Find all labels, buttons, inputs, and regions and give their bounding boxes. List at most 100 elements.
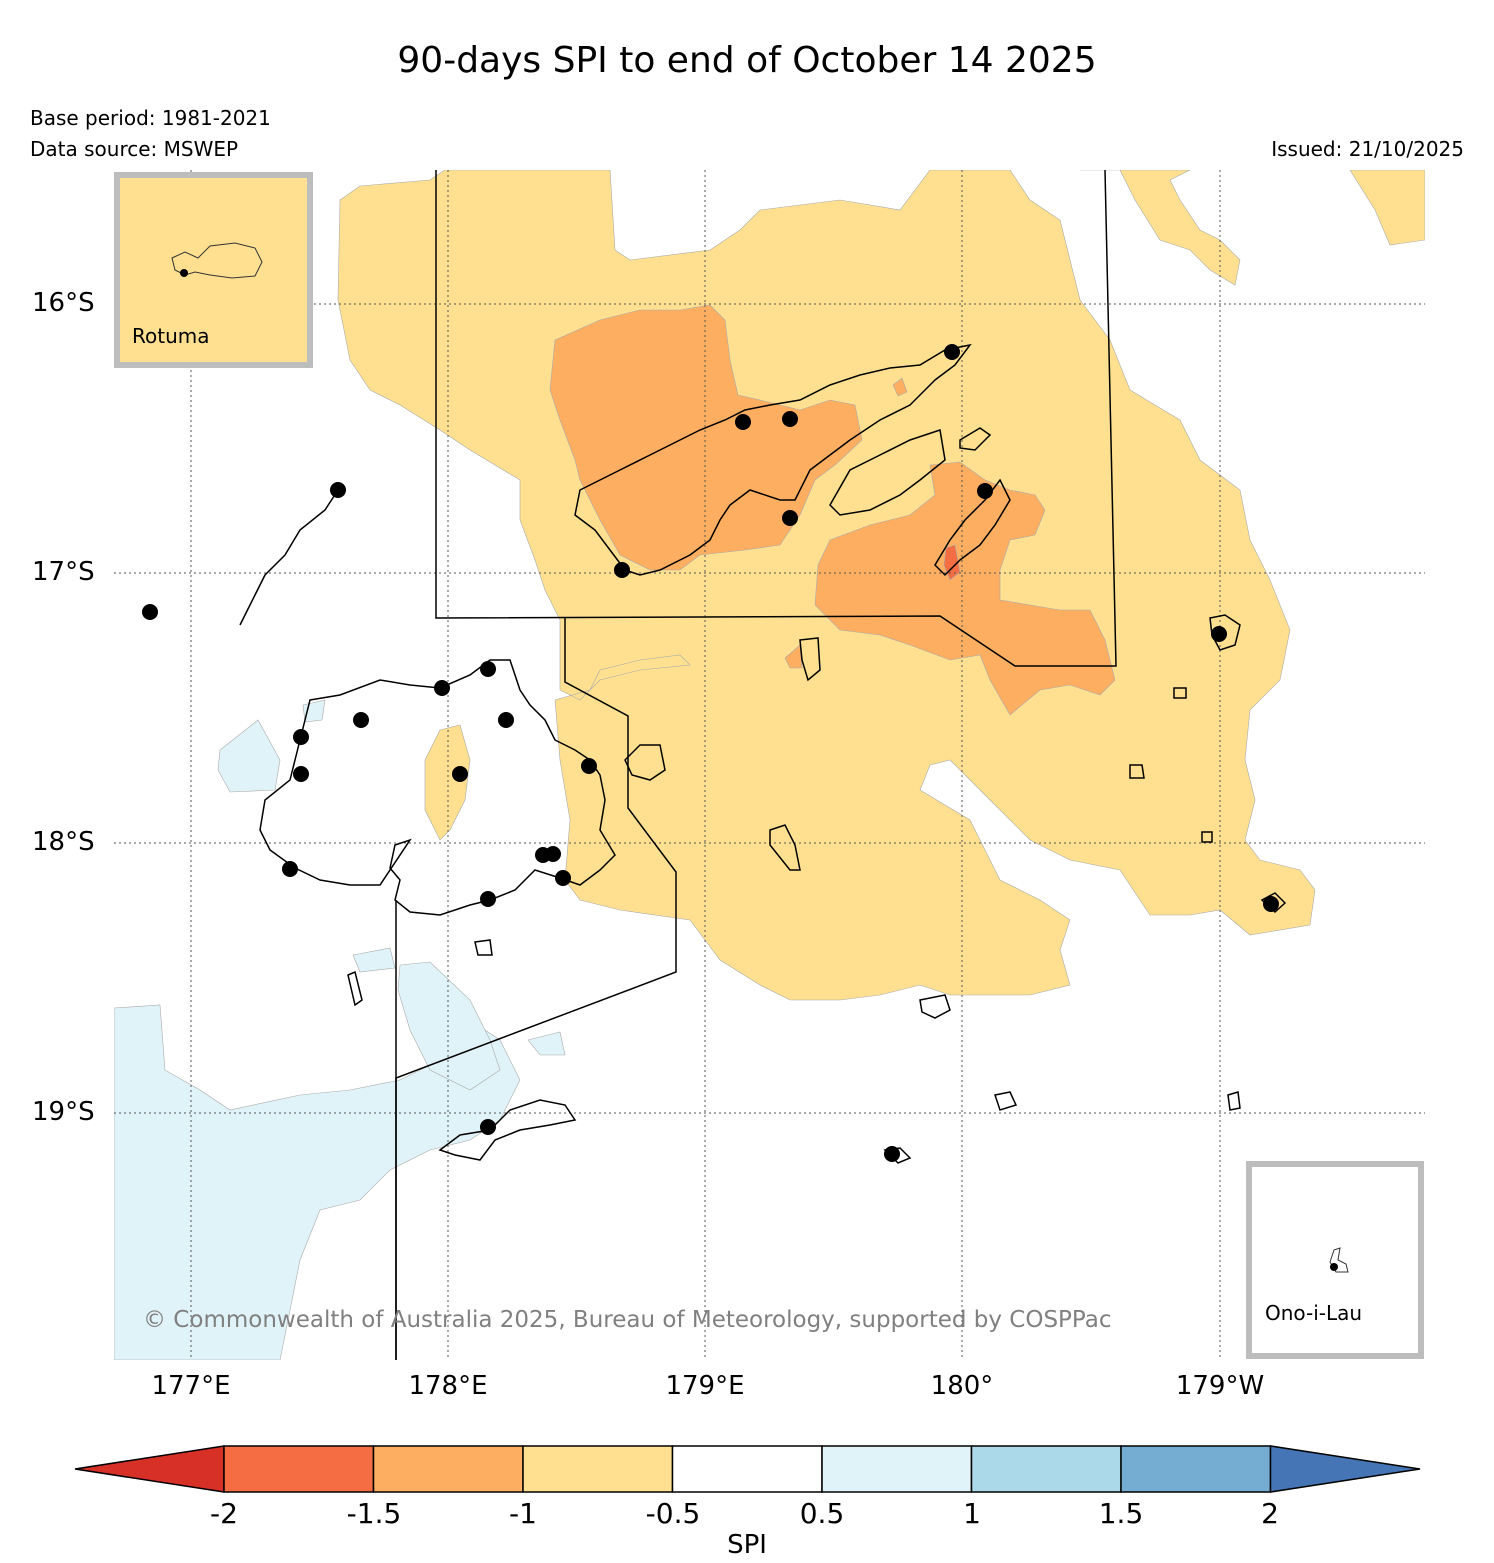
colorbar-tick-label: -0.5 bbox=[645, 1497, 701, 1530]
colorbar-tick-label: -2 bbox=[210, 1497, 238, 1530]
wet-area-islet-4 bbox=[527, 1031, 566, 1056]
eastern-western-boundary bbox=[395, 618, 677, 1360]
northern-division-boundary bbox=[435, 169, 1117, 667]
rotuma-inset bbox=[114, 172, 313, 368]
onoilau-station-marker bbox=[1330, 1263, 1338, 1271]
colorbar-tick-label: -1.5 bbox=[346, 1497, 402, 1530]
yasawa-chain bbox=[239, 489, 339, 626]
lon-label-180: 180° bbox=[930, 1371, 994, 1401]
station-marker bbox=[1263, 896, 1279, 912]
rotuma-label: Rotuma bbox=[132, 324, 210, 348]
ovalau-islet bbox=[624, 744, 666, 781]
colorbar-tick-label: -1 bbox=[509, 1497, 537, 1530]
vanualevu-coastline bbox=[574, 343, 972, 576]
colorbar-extend-high bbox=[1269, 1445, 1421, 1493]
south-islet-2 bbox=[1227, 1091, 1241, 1111]
base-period-note: Base period: 1981-2021 bbox=[30, 106, 271, 130]
station-marker bbox=[480, 1119, 496, 1135]
west-islet bbox=[347, 970, 363, 1007]
station-marker bbox=[735, 414, 751, 430]
colorbar-bin bbox=[522, 1445, 674, 1493]
station-marker bbox=[944, 344, 960, 360]
issued-date: Issued: 21/10/2025 bbox=[1271, 137, 1464, 161]
onoilau-label: Ono-i-Lau bbox=[1265, 1301, 1363, 1325]
dry-moderate-islet bbox=[892, 377, 908, 397]
wet-area-islet-2 bbox=[217, 719, 281, 793]
map-title: 90-days SPI to end of October 14 2025 bbox=[397, 40, 1097, 81]
colorbar-tick-label: 1.5 bbox=[1098, 1497, 1144, 1530]
dry-moderate-islet-2 bbox=[784, 644, 803, 669]
matuku-islet bbox=[994, 1091, 1018, 1111]
colorbar-extend-low bbox=[74, 1445, 225, 1493]
lon-label-179e: 179°E bbox=[665, 1371, 745, 1401]
colorbar-bin bbox=[1120, 1445, 1272, 1493]
station-markers bbox=[142, 344, 1279, 1162]
vitilevu-coastline bbox=[259, 659, 616, 916]
station-marker bbox=[581, 758, 597, 774]
taveuni-coastline bbox=[934, 478, 1011, 577]
lon-label-178e: 178°E bbox=[408, 1371, 488, 1401]
wet-area-islet-1 bbox=[397, 961, 501, 1091]
lon-label-179w: 179°W bbox=[1175, 1371, 1265, 1401]
koro-islet bbox=[799, 637, 821, 682]
totoya-islet bbox=[919, 994, 951, 1019]
data-source-note: Data source: MSWEP bbox=[30, 137, 239, 161]
lat-label-17s: 17°S bbox=[32, 557, 95, 587]
copyright-credit: © Commonwealth of Australia 2025, Bureau… bbox=[143, 1307, 1112, 1333]
colorbar bbox=[74, 1445, 1421, 1493]
lat-label-19s: 19°S bbox=[32, 1097, 95, 1127]
spi-shading bbox=[114, 170, 1425, 1360]
station-marker bbox=[452, 766, 468, 782]
division-boundaries bbox=[395, 169, 1117, 1360]
station-marker bbox=[1211, 626, 1227, 642]
colorbar-tick-label: 0.5 bbox=[799, 1497, 845, 1530]
station-marker bbox=[330, 482, 346, 498]
lau-islet-3 bbox=[1201, 831, 1213, 843]
station-marker bbox=[884, 1146, 900, 1162]
dry-moderate-region-taveuni bbox=[814, 461, 1116, 716]
rotuma-station-marker bbox=[180, 269, 188, 277]
lau-islet-2 bbox=[1173, 687, 1187, 699]
vanualevu-inner-peninsula bbox=[829, 429, 946, 516]
onoilau-island-outline bbox=[1329, 1247, 1349, 1273]
station-marker bbox=[353, 712, 369, 728]
colorbar-bin bbox=[372, 1445, 524, 1493]
colorbar-bin bbox=[970, 1445, 1122, 1493]
station-marker bbox=[614, 562, 630, 578]
station-marker bbox=[555, 870, 571, 886]
station-marker bbox=[977, 483, 993, 499]
lat-label-18s: 18°S bbox=[32, 827, 95, 857]
moala-islet bbox=[769, 824, 801, 871]
dry-mild-region-northeast bbox=[1080, 170, 1241, 286]
colorbar-bin bbox=[223, 1445, 375, 1493]
lat-label-16s: 16°S bbox=[32, 288, 95, 318]
station-marker bbox=[545, 846, 561, 862]
dry-moderate-region-vanualevu bbox=[549, 304, 863, 571]
station-marker bbox=[782, 510, 798, 526]
wet-area-southwest bbox=[114, 1004, 521, 1360]
station-marker bbox=[293, 766, 309, 782]
station-marker bbox=[142, 604, 158, 620]
station-marker bbox=[293, 729, 309, 745]
lon-label-177e: 177°E bbox=[151, 1371, 231, 1401]
station-marker bbox=[282, 861, 298, 877]
onoilau-inset-frame bbox=[1246, 1161, 1424, 1359]
dry-mild-region-ne-corner bbox=[1349, 170, 1425, 246]
station-marker bbox=[782, 411, 798, 427]
colorbar-bin bbox=[821, 1445, 973, 1493]
colorbar-title: SPI bbox=[727, 1530, 767, 1560]
lau-islet-1 bbox=[1129, 764, 1145, 779]
station-marker bbox=[498, 712, 514, 728]
onoilau-inset bbox=[1246, 1161, 1424, 1359]
colorbar-tick-label: 1 bbox=[963, 1497, 981, 1530]
station-marker bbox=[480, 891, 496, 907]
rabi-islet bbox=[959, 427, 992, 451]
colorbar-bin bbox=[671, 1445, 823, 1493]
station-marker bbox=[434, 680, 450, 696]
bega-islet bbox=[474, 939, 493, 956]
dry-mild-region-central bbox=[424, 724, 471, 841]
colorbar-tick-label: 2 bbox=[1261, 1497, 1279, 1530]
rotuma-inset-frame bbox=[114, 172, 313, 368]
wet-area-islet-3 bbox=[352, 947, 396, 973]
